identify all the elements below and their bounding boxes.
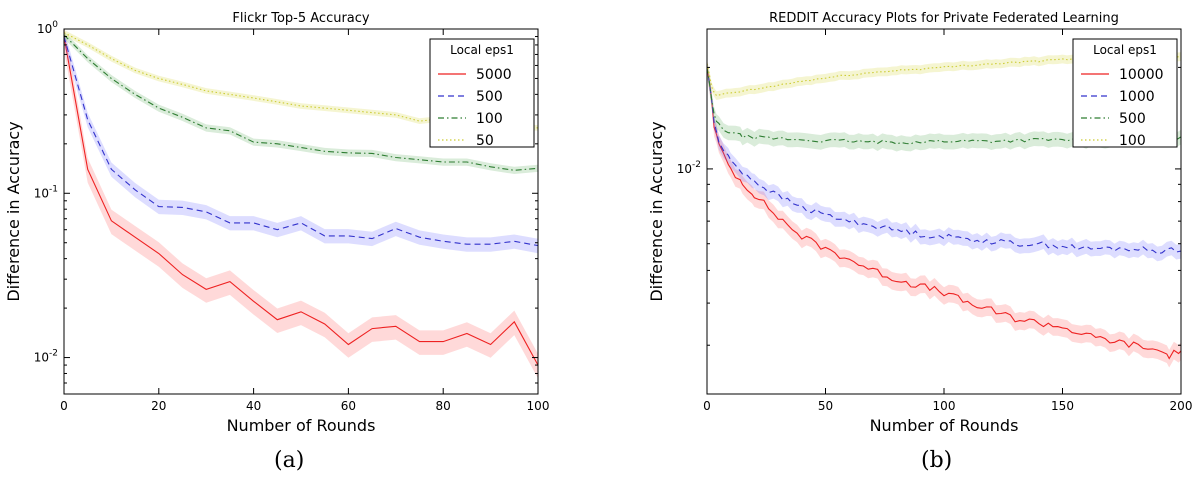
p0-ytick-label: 100 — [37, 20, 58, 36]
p0-legend-label-500: 500 — [476, 89, 503, 105]
p0-xtick-label: 0 — [60, 399, 68, 413]
p0-title: Flickr Top-5 Accuracy — [232, 11, 370, 26]
p1-ylabel: Difference in Accuracy — [647, 121, 666, 301]
p0-line-100 — [64, 34, 538, 171]
p0-legend-label-100: 100 — [476, 111, 503, 127]
p0-band-50 — [64, 29, 538, 131]
p1-xtick-label: 200 — [1170, 399, 1193, 413]
p0-legend-title: Local eps1 — [450, 43, 514, 57]
p0-band-100 — [64, 31, 538, 174]
panel-a-chart: 0 20 40 60 80 100 100 10-1 10-2 Flickr Top-5 Accu… — [4, 11, 549, 435]
p0-legend-label-5000: 5000 — [476, 67, 512, 83]
p0-line-5000 — [64, 36, 538, 366]
p0-ytick-label: 10-1 — [34, 184, 58, 200]
p0-xtick-label: 40 — [246, 399, 261, 413]
p1-ytick-label: 10-2 — [677, 160, 701, 176]
p0-axes-frame — [63, 28, 539, 395]
p1-legend-label-100: 100 — [1119, 133, 1146, 149]
p0-ylabel: Difference in Accuracy — [4, 121, 23, 301]
p0-line-500 — [64, 36, 538, 247]
p1-xtick-label: 150 — [1051, 399, 1074, 413]
p0-plot-area — [64, 29, 538, 379]
p0-xtick-label: 80 — [436, 399, 451, 413]
p1-line-100 — [707, 55, 1181, 97]
p1-line-1000 — [707, 67, 1181, 255]
p0-legend-box — [429, 38, 535, 148]
panel-a-caption: (a) — [274, 448, 305, 473]
p1-legend-label-500: 500 — [1119, 111, 1146, 127]
p0-xtick-label: 20 — [151, 399, 166, 413]
p0-legend-label-50: 50 — [476, 133, 494, 149]
p1-legend-title: Local eps1 — [1093, 43, 1157, 57]
p1-legend: Local eps1 10000 1000 500 100 — [1072, 38, 1178, 149]
p1-title: REDDIT Accuracy Plots for Private Federa… — [769, 11, 1119, 26]
p0-band-5000 — [64, 29, 538, 379]
p0-legend: Local eps1 5000 500 100 50 — [429, 38, 535, 149]
p0-xlabel: Number of Rounds — [227, 416, 376, 435]
p1-legend-label-1000: 1000 — [1119, 89, 1155, 105]
p0-xtick-label: 60 — [341, 399, 356, 413]
p1-xlabel: Number of Rounds — [870, 416, 1019, 435]
p1-band-10000 — [707, 58, 1181, 368]
p0-ytick-label: 10-2 — [34, 349, 58, 365]
p1-xtick-label: 0 — [703, 399, 711, 413]
p1-band-1000 — [707, 60, 1181, 262]
panel-b-chart: 0 50 100 150 200 10-2 REDDIT Accuracy Plots fo… — [647, 11, 1192, 435]
p1-xtick-label: 50 — [818, 399, 833, 413]
p0-line-50 — [64, 32, 538, 129]
p1-line-10000 — [707, 67, 1181, 360]
p0-xtick-label: 100 — [527, 399, 550, 413]
p1-legend-box — [1072, 38, 1178, 148]
panel-b-caption: (b) — [921, 448, 953, 473]
p1-legend-label-10000: 10000 — [1119, 67, 1164, 83]
p1-xtick-label: 100 — [933, 399, 956, 413]
